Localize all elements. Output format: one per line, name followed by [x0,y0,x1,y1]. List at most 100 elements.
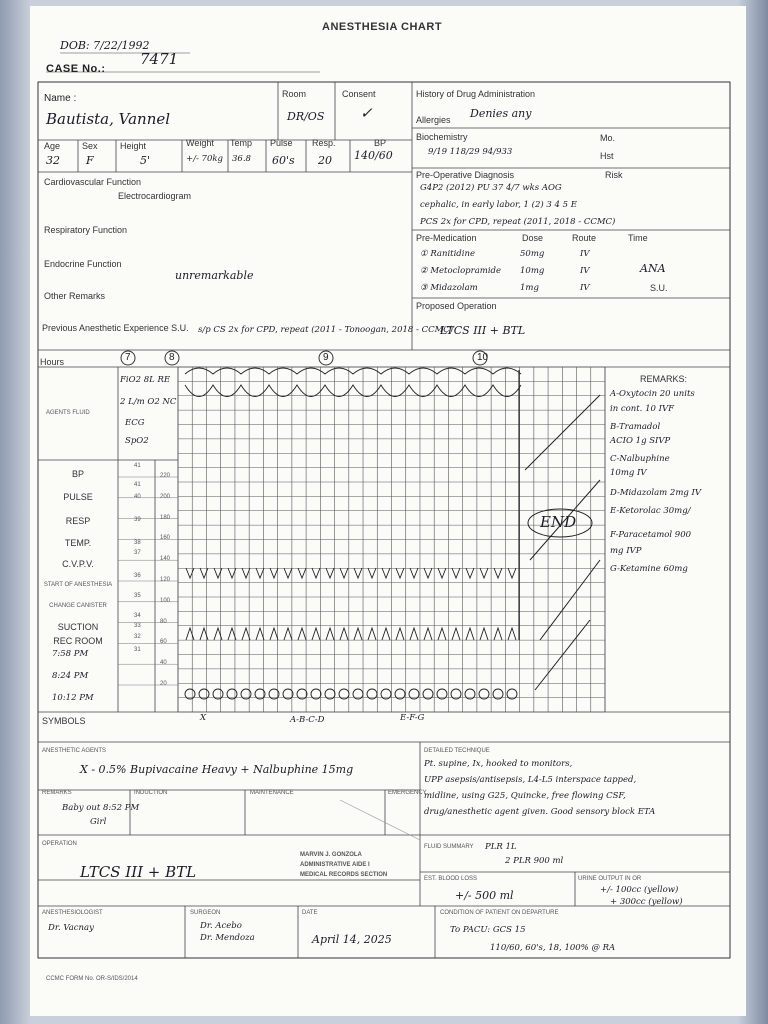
handwriting [380,688,392,700]
label: IV [580,266,590,276]
label: ACIO 1g SIVP [610,436,671,446]
handwriting [422,688,434,700]
label: BP [374,138,387,148]
label: SURGEON [190,910,221,916]
handwriting [395,626,405,641]
label: Cardiovascular Function [44,177,142,187]
label: CONDITION OF PATIENT ON DEPARTURE [440,910,559,916]
label: INDUCTION [134,790,168,796]
label: 34 [134,613,141,619]
label: 200 [160,493,171,500]
label: 8 [169,352,175,363]
label: A-B-C-D [290,715,325,725]
label: ② Metoclopramide [420,266,502,276]
label: 9/19 118/29 94/933 [428,147,513,157]
label: 140 [160,556,171,563]
label: History of Drug Administration [416,89,536,99]
label: IV [580,249,590,259]
label: Pre-Medication [416,233,477,243]
label: A-Oxytocin 20 units [610,389,695,399]
label: 10:12 PM [52,693,94,703]
label: 41 [134,482,141,488]
label: Route [572,233,597,243]
handwriting [527,508,593,538]
label: Pt. supine, Ix, hooked to monitors, [424,759,573,769]
label: Endocrine Function [44,259,122,269]
label: 80 [160,618,167,625]
row-label: REC ROOM [53,636,103,646]
label: Temp [230,138,253,148]
row-label: TEMP. [64,538,92,548]
label: 38 [134,540,141,546]
label: 20 [160,681,167,687]
label: April 14, 2025 [312,933,392,946]
handwriting [493,567,503,580]
rule [534,619,591,691]
label: 36 [134,573,141,579]
handwriting [423,626,433,641]
label: 110/60, 60's, 18, 100% @ RA [490,943,616,953]
handwriting [255,567,265,580]
label: Proposed Operation [416,301,497,311]
label: 33 [134,623,141,629]
handwriting [324,688,336,700]
label: 160 [160,535,171,542]
label: Pulse [270,138,293,148]
label: PCS 2x for CPD, repeat (2011, 2018 - CCM… [420,217,616,227]
handwriting [311,626,321,641]
row-label: SUCTION [57,622,99,632]
label: AGENTS FLUID [46,410,90,416]
handwriting [507,626,517,641]
label: Weight [186,138,214,148]
handwriting [353,626,363,641]
label: 40 [134,494,141,500]
handwriting [339,626,349,641]
label: FLUID SUMMARY [424,844,474,850]
handwriting [241,567,251,580]
label: Baby out 8:52 PM [62,803,140,813]
handwriting [268,688,280,700]
handwriting [184,367,522,375]
label: Sex [82,141,98,151]
handwriting [338,688,350,700]
row-label: START OF ANESTHESIA [43,582,113,588]
handwriting [451,567,461,580]
handwriting [507,567,517,580]
row-label: CHANGE CANISTER [49,603,107,609]
label: 7 [125,352,131,363]
handwriting [451,626,461,641]
handwriting [255,626,265,641]
label: 220 [160,473,171,479]
label: Dr. Mendoza [200,933,255,943]
handwriting [464,688,476,700]
label: 20 [318,154,332,167]
handwriting [213,626,223,641]
label: REMARKS: [640,374,688,384]
label: IV [580,283,590,293]
label: 8:24 PM [52,671,89,681]
handwriting [199,567,209,580]
label: in cont. 10 IVF [610,404,674,414]
label: Dr. Acebo [200,921,242,931]
label: 5' [140,154,151,167]
handwriting [479,626,489,641]
row-label: C.V.P.V. [62,559,94,569]
label: PLR 1L [485,842,517,852]
handwriting [283,567,293,580]
label: 10mg [520,266,545,276]
label: 1mg [520,283,539,293]
handwriting [367,567,377,580]
handwriting [296,688,308,700]
handwriting [185,567,195,580]
hour-circle [164,350,180,366]
label: C-Nalbuphine [610,454,670,464]
label: X - 0.5% Bupivacaine Heavy + Nalbuphine … [80,763,354,776]
handwriting [269,626,279,641]
label: Consent [342,89,376,99]
label: 120 [160,577,171,583]
handwriting [227,567,237,580]
label: + 300cc (yellow) [610,897,683,907]
handwriting [213,567,223,580]
label: SpO2 [125,436,149,446]
